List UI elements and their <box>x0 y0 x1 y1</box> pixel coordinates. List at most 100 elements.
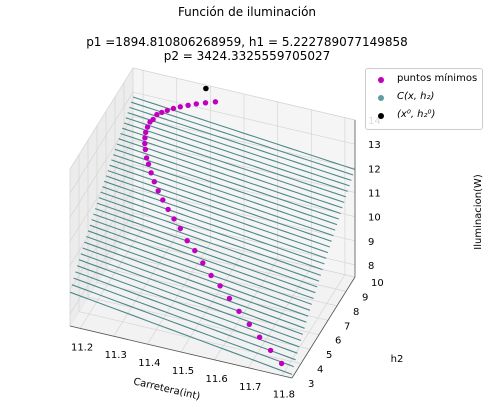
min-point <box>165 206 171 213</box>
legend-label-optimum: (x⁰, h₂⁰) <box>397 109 436 120</box>
legend-item-surface: C(x, h₂) <box>366 90 482 106</box>
min-point <box>212 99 219 105</box>
legend-label-surface: C(x, h₂) <box>397 91 435 102</box>
grid-line <box>132 67 356 121</box>
y-axis-line <box>291 276 356 379</box>
x-tick-label: 11.4 <box>138 358 160 369</box>
min-point <box>177 225 183 232</box>
x-tick-label: 11.7 <box>239 382 261 393</box>
surface-line <box>122 127 345 203</box>
axis-lines <box>69 120 356 379</box>
x-tick-label: 11.5 <box>172 366 194 377</box>
x-axis-line <box>69 325 293 379</box>
min-point <box>185 102 191 109</box>
axes-panes <box>69 66 356 379</box>
grid-line <box>69 212 134 315</box>
y-tick-label: 8 <box>353 307 359 318</box>
legend-label-min-points: puntos mínimos <box>397 73 478 84</box>
min-point <box>267 347 274 354</box>
z-tick-label: 11 <box>368 189 381 200</box>
grid-line <box>69 92 134 194</box>
grid-line <box>69 67 134 170</box>
min-point <box>154 111 160 118</box>
chart-title: Función de iluminación <box>177 5 317 19</box>
chart-subtitle-line1: p1 =1894.810806268959, h1 = 5.2227890771… <box>86 35 408 49</box>
y-tick-label: 7 <box>344 321 350 332</box>
y-tick-label: 9 <box>362 292 368 303</box>
surface-line <box>105 175 329 254</box>
grid-line <box>132 140 356 193</box>
x-tick-label: 11.8 <box>273 390 295 401</box>
x-tick-label: 11.3 <box>105 350 127 361</box>
surface-line <box>116 143 339 220</box>
legend-marker-min-points <box>378 77 384 83</box>
min-point <box>145 161 152 167</box>
surface-line <box>98 197 321 276</box>
surface-line <box>71 284 294 368</box>
min-point <box>148 170 154 176</box>
min-point <box>177 104 183 110</box>
grid-line <box>132 212 356 266</box>
min-point <box>142 135 148 141</box>
surface-line <box>129 106 352 181</box>
min-point <box>246 321 252 327</box>
surface-line <box>104 180 327 259</box>
min-point <box>171 216 177 222</box>
surface-line <box>77 265 300 348</box>
surface-line <box>73 277 296 361</box>
surface-line <box>113 154 336 231</box>
surface-line <box>100 191 323 271</box>
min-point <box>159 109 165 116</box>
grid-line <box>132 164 356 217</box>
min-point <box>193 101 199 107</box>
legend-item-optimum: (x⁰, h₂⁰) <box>366 108 482 124</box>
min-point <box>164 107 170 114</box>
surface-line <box>120 132 343 209</box>
min-point <box>202 100 209 106</box>
chart-subtitle-line2: p2 = 3424.3325559705027 <box>163 49 331 63</box>
surface-line <box>102 186 325 265</box>
surface-line <box>93 213 316 294</box>
legend-marker-surface <box>378 95 384 101</box>
min-point <box>208 272 214 279</box>
grid-line <box>78 311 302 364</box>
min-point <box>184 238 190 244</box>
min-point <box>142 146 149 153</box>
grid-line <box>96 282 320 336</box>
grid-line <box>69 116 134 218</box>
min-point <box>143 129 149 136</box>
surface-line <box>82 247 305 329</box>
surface-line <box>123 122 347 198</box>
min-point <box>142 140 148 147</box>
surface-line <box>86 235 309 317</box>
min-points-series <box>142 99 285 367</box>
legend-item-min-points: puntos mínimos <box>366 72 482 88</box>
min-point <box>160 197 166 203</box>
surface-line <box>87 230 311 311</box>
surface-line <box>125 117 348 192</box>
surface-line <box>127 112 350 187</box>
z-tick-label: 8 <box>368 261 374 272</box>
surface-wireframe <box>69 96 356 375</box>
surface-line <box>132 96 356 171</box>
z-tick-label: 13 <box>368 140 381 151</box>
surface-line <box>114 148 338 226</box>
min-point <box>150 116 156 123</box>
grid-line <box>132 91 356 145</box>
min-point <box>192 247 198 254</box>
z-tick-label: 12 <box>368 164 381 175</box>
grid-line <box>132 115 356 169</box>
surface-line <box>109 164 332 242</box>
grid-line <box>248 266 312 368</box>
min-point <box>278 360 285 367</box>
y-tick-label: 6 <box>335 336 341 347</box>
x-tick-label: 11.2 <box>71 342 93 353</box>
surface-line <box>80 253 303 335</box>
surface-line <box>84 241 307 323</box>
x-axis-label: Carretera(int) <box>132 376 201 402</box>
z-tick-label: 9 <box>368 237 374 248</box>
legend-marker-optimum <box>378 113 384 119</box>
grid-line <box>147 242 211 345</box>
min-point <box>143 155 150 161</box>
